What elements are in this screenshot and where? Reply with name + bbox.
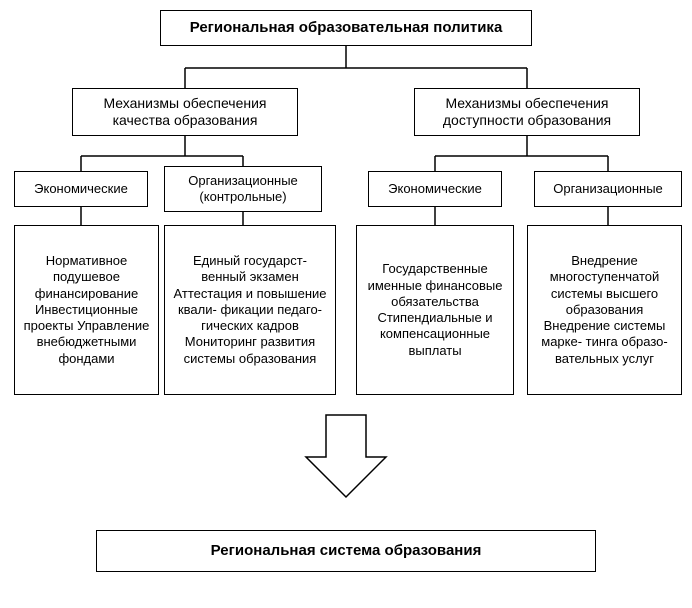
node-root: Региональная образовательная политика bbox=[160, 10, 532, 46]
big-arrow-icon bbox=[306, 415, 386, 497]
node-quality-organizational-label: Организационные (контрольные) bbox=[171, 173, 315, 206]
node-quality-label: Механизмы обеспечения качества образован… bbox=[79, 95, 291, 130]
node-access-organizational-detail-label: Внедрение многоступенчатой системы высше… bbox=[534, 253, 675, 367]
node-access-organizational-label: Организационные bbox=[553, 181, 663, 197]
node-quality: Механизмы обеспечения качества образован… bbox=[72, 88, 298, 136]
node-access-economic-detail: Государственные именные финансовые обяза… bbox=[356, 225, 514, 395]
node-access-label: Механизмы обеспечения доступности образо… bbox=[421, 95, 633, 130]
node-access-organizational: Организационные bbox=[534, 171, 682, 207]
diagram-canvas: Региональная образовательная политика Ме… bbox=[0, 0, 692, 608]
node-quality-economic-detail: Нормативное подушевое финансирование Инв… bbox=[14, 225, 159, 395]
node-result-label: Региональная система образования bbox=[211, 542, 482, 561]
node-access-economic: Экономические bbox=[368, 171, 502, 207]
node-quality-economic: Экономические bbox=[14, 171, 148, 207]
node-root-label: Региональная образовательная политика bbox=[190, 19, 503, 38]
node-access-economic-detail-label: Государственные именные финансовые обяза… bbox=[363, 261, 507, 359]
node-access-economic-label: Экономические bbox=[388, 181, 482, 197]
node-quality-economic-label: Экономические bbox=[34, 181, 128, 197]
node-access: Механизмы обеспечения доступности образо… bbox=[414, 88, 640, 136]
node-quality-economic-detail-label: Нормативное подушевое финансирование Инв… bbox=[21, 253, 152, 367]
node-quality-organizational-detail: Единый государст- венный экзамен Аттеста… bbox=[164, 225, 336, 395]
node-quality-organizational: Организационные (контрольные) bbox=[164, 166, 322, 212]
node-quality-organizational-detail-label: Единый государст- венный экзамен Аттеста… bbox=[171, 253, 329, 367]
node-access-organizational-detail: Внедрение многоступенчатой системы высше… bbox=[527, 225, 682, 395]
node-result: Региональная система образования bbox=[96, 530, 596, 572]
